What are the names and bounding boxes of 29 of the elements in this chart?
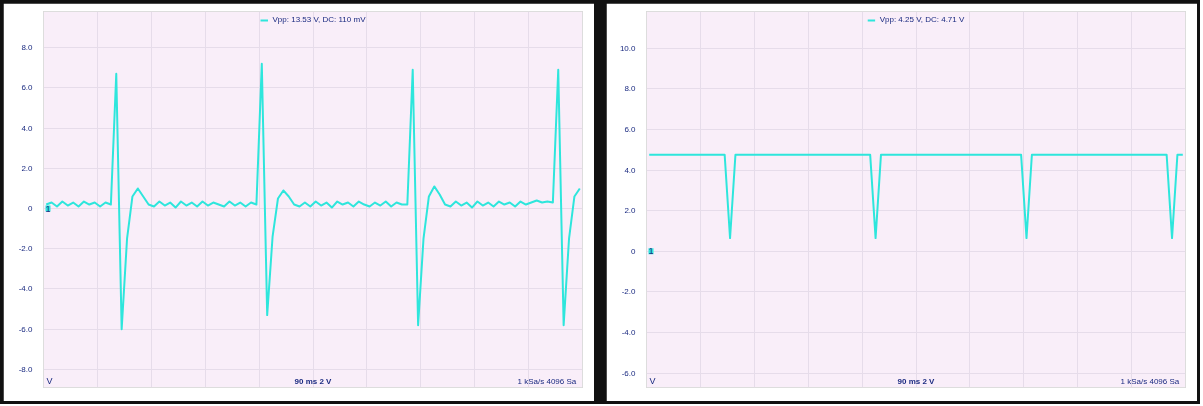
line-series [45, 62, 581, 331]
y-tick-label: -4.0 [621, 328, 637, 338]
y-tick-label: 10.0 [619, 43, 637, 53]
annotation: 90 ms 2 V [294, 376, 333, 386]
y-tick-label: -4.0 [18, 284, 34, 294]
y-tick-label: -6.0 [18, 324, 34, 334]
y-tick-label: -6.0 [621, 368, 637, 378]
y-tick-label: 4.0 [624, 165, 637, 175]
y-tick-label: 6.0 [21, 83, 34, 93]
legend-label: Vpp: 4.25 V, DC: 4.71 V [879, 15, 965, 24]
y-axis-title: V [46, 375, 53, 386]
annotation: 1 [45, 203, 51, 214]
y-tick-label: -2.0 [18, 244, 34, 254]
y-tick-label: 6.0 [624, 124, 637, 134]
y-axis-title: V [649, 375, 656, 386]
y-tick-label: 0 [631, 246, 637, 256]
y-tick-label: -8.0 [18, 364, 34, 374]
y-tick-label: 2.0 [624, 206, 637, 216]
y-tick-label: 8.0 [21, 43, 34, 53]
annotation: 1 [648, 246, 654, 257]
y-tick-label: 8.0 [624, 84, 637, 94]
annotation: 1 kSa/s 4096 Sa [517, 376, 577, 386]
y-tick-label: 0 [28, 204, 34, 214]
y-tick-label: 4.0 [21, 123, 34, 133]
annotation: 1 kSa/s 4096 Sa [1120, 376, 1180, 386]
annotation: 90 ms 2 V [897, 376, 936, 386]
y-tick-label: -2.0 [621, 287, 637, 297]
y-tick-label: 2.0 [21, 163, 34, 173]
legend-label: Vpp: 13.53 V, DC: 110 mV [272, 15, 366, 24]
